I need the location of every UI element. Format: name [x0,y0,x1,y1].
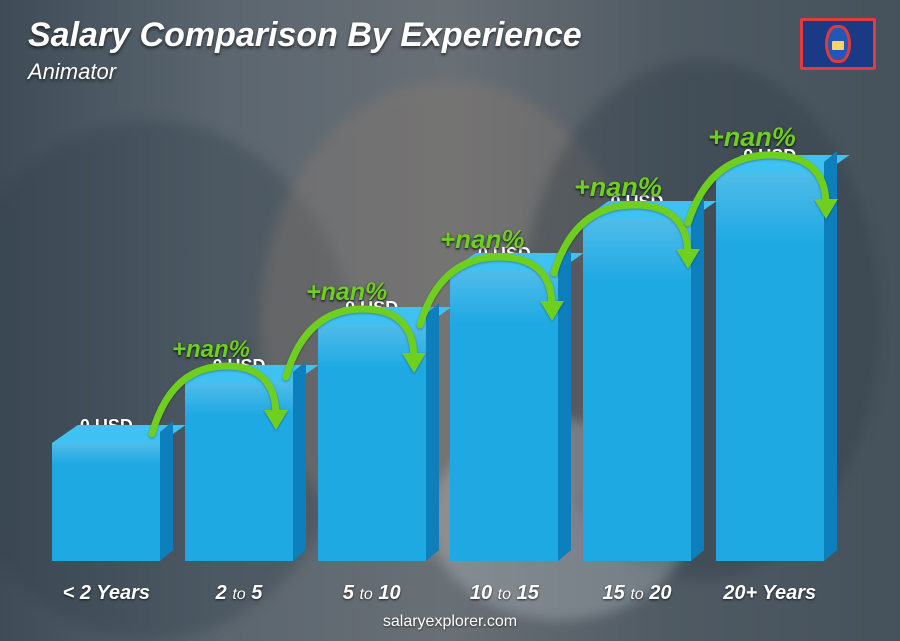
chart-subtitle: Animator [28,59,582,85]
x-tick-label: 20+ Years [703,582,836,605]
x-tick-label: 5 to 10 [305,582,438,605]
x-tick-label: 2 to 5 [173,582,306,605]
increase-arrow: +nan% [278,278,432,387]
arrow-icon [278,301,432,387]
country-flag-icon [800,18,876,70]
chart-title: Salary Comparison By Experience [28,16,582,55]
x-tick-label: 10 to 15 [438,582,571,605]
arrow-icon [144,358,294,444]
bar [52,443,160,561]
arrow-icon [680,147,844,233]
increase-arrow: +nan% [144,336,294,444]
x-tick-label: 15 to 20 [571,582,704,605]
bar-chart: 0 USD0 USD0 USD0 USD0 USD0 USD +nan%+nan… [40,110,836,561]
x-axis: < 2 Years2 to 55 to 1010 to 1515 to 2020… [40,582,836,605]
source-attribution: salaryexplorer.com [383,613,517,631]
increase-arrow: +nan% [680,122,844,233]
x-tick-label: < 2 Years [40,582,173,605]
chart-header: Salary Comparison By Experience Animator [28,16,582,85]
